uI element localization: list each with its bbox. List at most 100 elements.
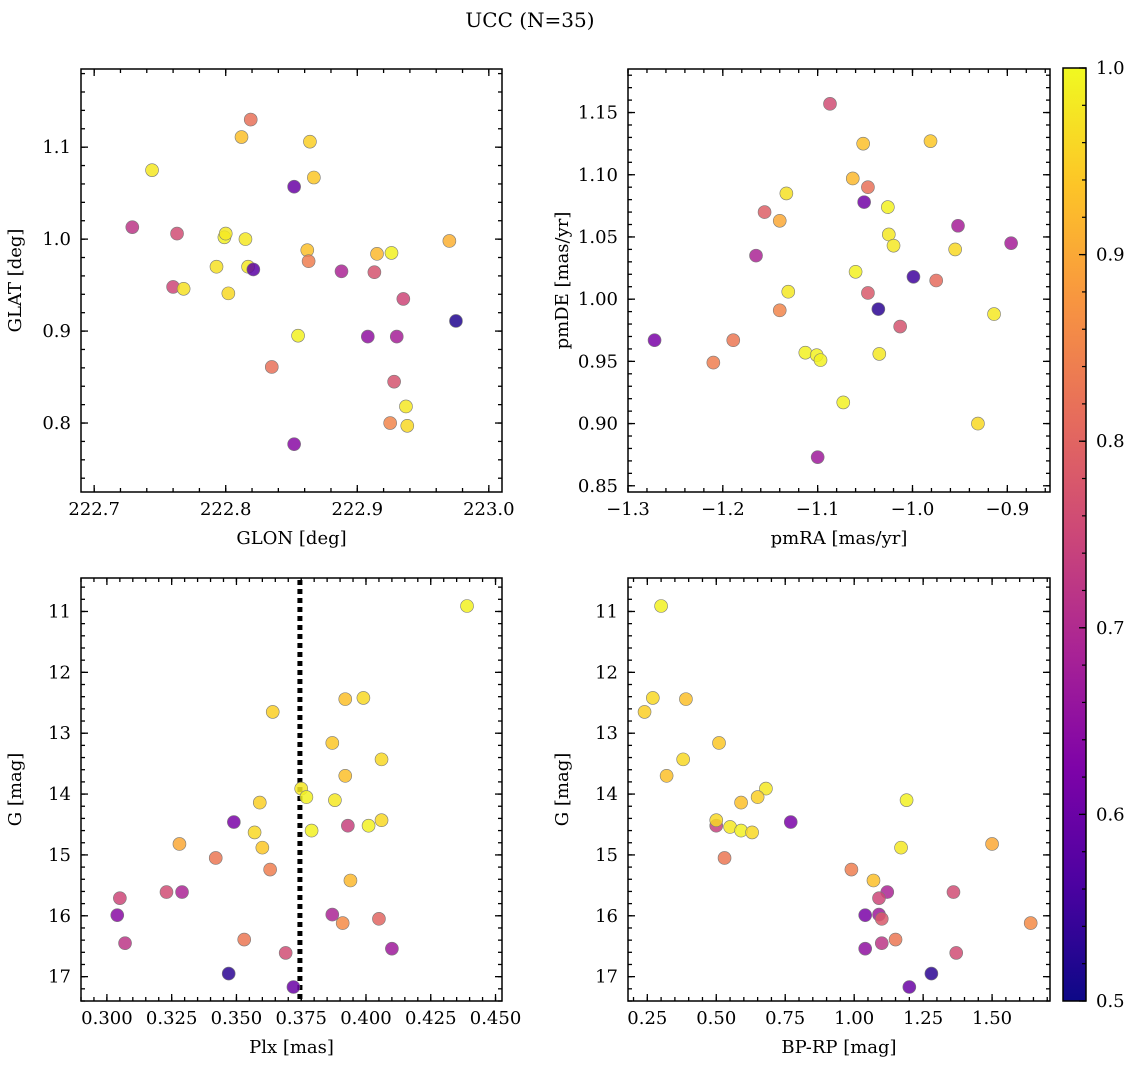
scatter-point — [172, 837, 187, 851]
colorbar-tick-label: 0.6 — [1096, 804, 1125, 825]
scatter-point — [906, 269, 921, 284]
scatter-point — [951, 218, 965, 233]
y-tick-label: 11 — [48, 601, 71, 622]
scatter-point — [374, 813, 389, 828]
scatter-point — [385, 941, 399, 956]
scatter-point — [985, 837, 999, 851]
scatter-point — [234, 130, 249, 144]
x-tick-label: −1.0 — [891, 499, 935, 520]
y-tick-label: 1.15 — [578, 103, 618, 124]
x-tick-label: 222.8 — [200, 499, 252, 520]
x-tick-label: 1.25 — [903, 1008, 943, 1029]
scatter-point — [813, 353, 828, 367]
y-tick-label: 15 — [595, 845, 618, 866]
panel-parallax-magnitude: 0.300 0.325 0.350 0.375 0.400 0.425 0.450 11 12 1… — [5, 577, 521, 1058]
scatter-point — [325, 907, 340, 922]
scatter-point — [872, 347, 887, 361]
y-axis-label: G [mag] — [552, 753, 573, 826]
scatter-point — [399, 399, 413, 414]
scatter-point — [772, 213, 787, 228]
scatter-point — [400, 418, 415, 433]
scatter-point — [848, 264, 863, 279]
scatter-point — [118, 936, 132, 950]
scatter-point — [856, 136, 870, 151]
scatter-point — [676, 752, 690, 767]
scatter-point — [265, 705, 280, 719]
scatter-point — [706, 355, 721, 370]
scatter-point — [442, 234, 457, 248]
scatter-point — [341, 818, 355, 833]
scatter-point — [987, 307, 1001, 321]
x-axis-label: pmRA [mas/yr] — [771, 528, 908, 549]
scatter-point — [389, 329, 404, 344]
y-tick-label: 1.10 — [578, 165, 618, 186]
y-tick-label: 0.90 — [578, 414, 618, 435]
scatter-point — [247, 825, 262, 840]
scatter-point — [759, 781, 773, 796]
scatter-point — [372, 912, 386, 926]
x-tick-label: 1.00 — [834, 1008, 874, 1029]
x-tick-label: 222.9 — [332, 499, 384, 520]
x-tick-label: 222.7 — [68, 499, 120, 520]
scatter-point — [287, 179, 301, 194]
scatter-point — [145, 163, 159, 177]
scatter-point — [299, 790, 314, 804]
scatter-point — [783, 815, 798, 829]
scatter-point — [836, 395, 851, 410]
scatter-point — [845, 171, 860, 186]
colorbar-tick-label: 0.8 — [1096, 431, 1125, 452]
y-tick-label: 1.1 — [42, 137, 71, 158]
y-tick-label: 17 — [48, 967, 71, 988]
y-tick-label: 12 — [48, 662, 71, 683]
scatter-point — [303, 134, 317, 149]
scatter-point — [734, 795, 748, 810]
figure-title: UCC (N=35) — [465, 8, 594, 32]
scatter-point — [779, 186, 794, 201]
scatter-point — [304, 823, 319, 838]
scatter-point — [749, 248, 763, 263]
y-axis-label: GLAT [deg] — [5, 229, 26, 333]
y-tick-label: 0.95 — [578, 351, 618, 372]
y-tick-label: 15 — [48, 845, 71, 866]
scatter-point — [113, 891, 127, 905]
scatter-point — [387, 374, 401, 389]
plot-frame — [80, 68, 503, 493]
scatter-point — [750, 790, 765, 804]
scatter-point — [125, 220, 140, 234]
scatter-point — [243, 112, 258, 127]
x-tick-label: 0.75 — [765, 1008, 805, 1029]
scatter-point — [209, 259, 224, 274]
x-tick-label: 0.350 — [211, 1008, 263, 1029]
scatter-point — [449, 314, 463, 328]
scatter-point — [370, 247, 384, 261]
y-tick-label: 1.05 — [578, 227, 618, 248]
panel-color-magnitude: 0.25 0.50 0.75 1.00 1.25 1.50 11 12 13 14 15 16 17 BP… — [552, 577, 1051, 1058]
scatter-point — [307, 170, 321, 185]
scatter-point — [246, 262, 261, 277]
plot-frame — [627, 68, 1051, 493]
scatter-point — [647, 333, 662, 348]
scatter-point — [823, 97, 837, 111]
scatter-point — [361, 329, 375, 344]
scatter-point — [893, 319, 907, 334]
scatter-point — [356, 691, 371, 705]
x-tick-label: 0.425 — [405, 1008, 457, 1029]
scatter-point — [654, 599, 668, 613]
scatter-point — [902, 980, 917, 994]
axis-ticks — [628, 578, 1050, 1002]
scatter-point — [886, 238, 901, 253]
axis-ticks — [627, 69, 1050, 492]
y-tick-label: 13 — [595, 723, 618, 744]
colorbar-tick-label: 1.0 — [1096, 58, 1125, 79]
x-tick-label: 0.375 — [275, 1008, 327, 1029]
scatter-point — [255, 840, 270, 855]
x-tick-label: 0.50 — [696, 1008, 736, 1029]
scatter-point — [637, 705, 652, 719]
scatter-point — [325, 736, 340, 750]
x-axis-label: BP-RP [mag] — [781, 1037, 896, 1058]
scatter-point — [1023, 916, 1038, 930]
scatter-point — [659, 769, 674, 783]
x-tick-label: 1.50 — [972, 1008, 1012, 1029]
scatter-point — [287, 437, 301, 451]
y-tick-label: 14 — [595, 784, 618, 805]
